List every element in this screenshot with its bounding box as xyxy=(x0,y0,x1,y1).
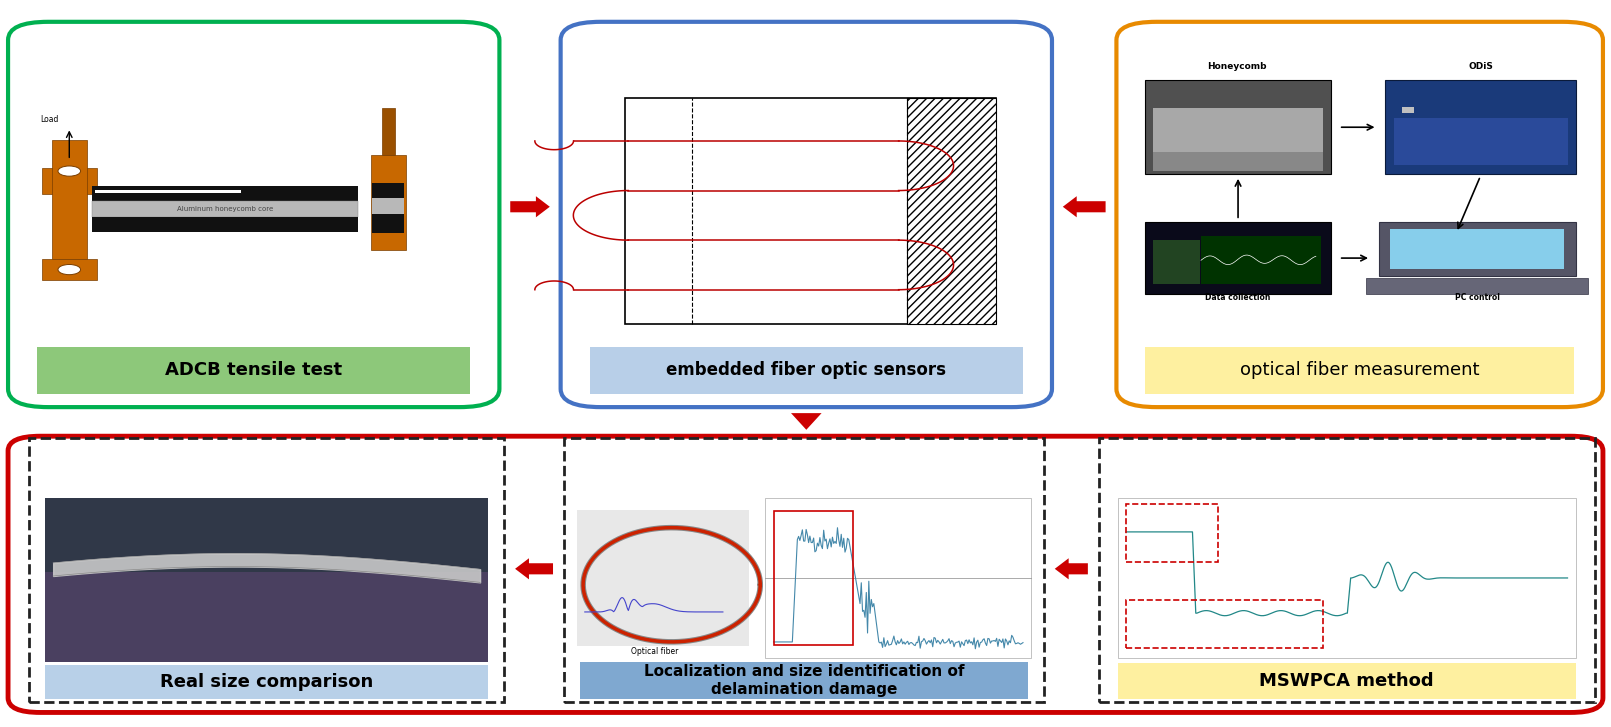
Bar xyxy=(29,438,504,702)
Text: Load: Load xyxy=(40,116,58,124)
Bar xyxy=(42,167,97,193)
Bar xyxy=(42,259,97,281)
Bar xyxy=(37,347,470,394)
Bar xyxy=(372,214,404,233)
Text: optical fiber measurement: optical fiber measurement xyxy=(1240,361,1479,379)
Bar xyxy=(1126,505,1218,562)
Text: Optical fiber: Optical fiber xyxy=(632,647,678,656)
Bar xyxy=(92,217,358,232)
Text: ADCB tensile test: ADCB tensile test xyxy=(166,361,342,379)
Bar xyxy=(95,190,242,193)
Bar xyxy=(372,198,404,214)
Bar xyxy=(765,498,1031,658)
Bar xyxy=(382,108,395,156)
Text: Localization and size identification of
delamination damage: Localization and size identification of … xyxy=(644,664,963,697)
Bar xyxy=(45,665,488,699)
Text: Data collection: Data collection xyxy=(1205,292,1269,302)
Circle shape xyxy=(58,265,81,275)
FancyBboxPatch shape xyxy=(8,22,499,407)
Text: PC control: PC control xyxy=(1455,292,1500,302)
Text: Honeycomb: Honeycomb xyxy=(1208,62,1266,71)
Bar xyxy=(625,98,996,324)
Bar xyxy=(1145,347,1574,394)
Bar xyxy=(577,510,749,646)
FancyBboxPatch shape xyxy=(1116,22,1603,407)
Text: Aluminum honeycomb core: Aluminum honeycomb core xyxy=(177,206,272,212)
Bar xyxy=(1133,87,1587,342)
Bar xyxy=(1118,498,1576,658)
Bar xyxy=(907,98,996,324)
Bar xyxy=(577,87,1036,342)
Text: embedded fiber optic sensors: embedded fiber optic sensors xyxy=(667,361,946,379)
Bar xyxy=(1145,80,1331,174)
Bar xyxy=(371,156,406,250)
Text: MSWPCA method: MSWPCA method xyxy=(1260,672,1434,690)
Bar xyxy=(1118,663,1576,699)
Bar xyxy=(1366,278,1588,294)
Bar xyxy=(92,186,358,201)
Bar xyxy=(1145,222,1331,294)
Bar xyxy=(1385,80,1576,174)
Bar xyxy=(1390,229,1564,269)
Bar xyxy=(372,182,404,198)
Circle shape xyxy=(58,166,81,176)
Bar xyxy=(564,438,1044,702)
Bar xyxy=(1379,222,1576,276)
Bar xyxy=(1126,601,1323,648)
Bar xyxy=(590,347,1023,394)
Text: ODiS: ODiS xyxy=(1468,62,1493,71)
Bar xyxy=(1394,118,1568,165)
Bar xyxy=(45,498,488,571)
Bar xyxy=(45,571,488,662)
Bar xyxy=(1153,108,1323,160)
Bar xyxy=(580,662,1028,699)
Bar xyxy=(24,95,483,349)
Bar xyxy=(1402,107,1414,113)
Bar xyxy=(52,140,87,259)
Bar xyxy=(1153,240,1200,284)
Bar xyxy=(92,201,358,217)
FancyBboxPatch shape xyxy=(561,22,1052,407)
Bar xyxy=(45,498,488,662)
Bar xyxy=(773,511,854,645)
Bar xyxy=(1099,438,1595,702)
Bar xyxy=(1200,236,1321,284)
Bar xyxy=(1153,152,1323,171)
Text: Real size comparison: Real size comparison xyxy=(159,673,374,691)
